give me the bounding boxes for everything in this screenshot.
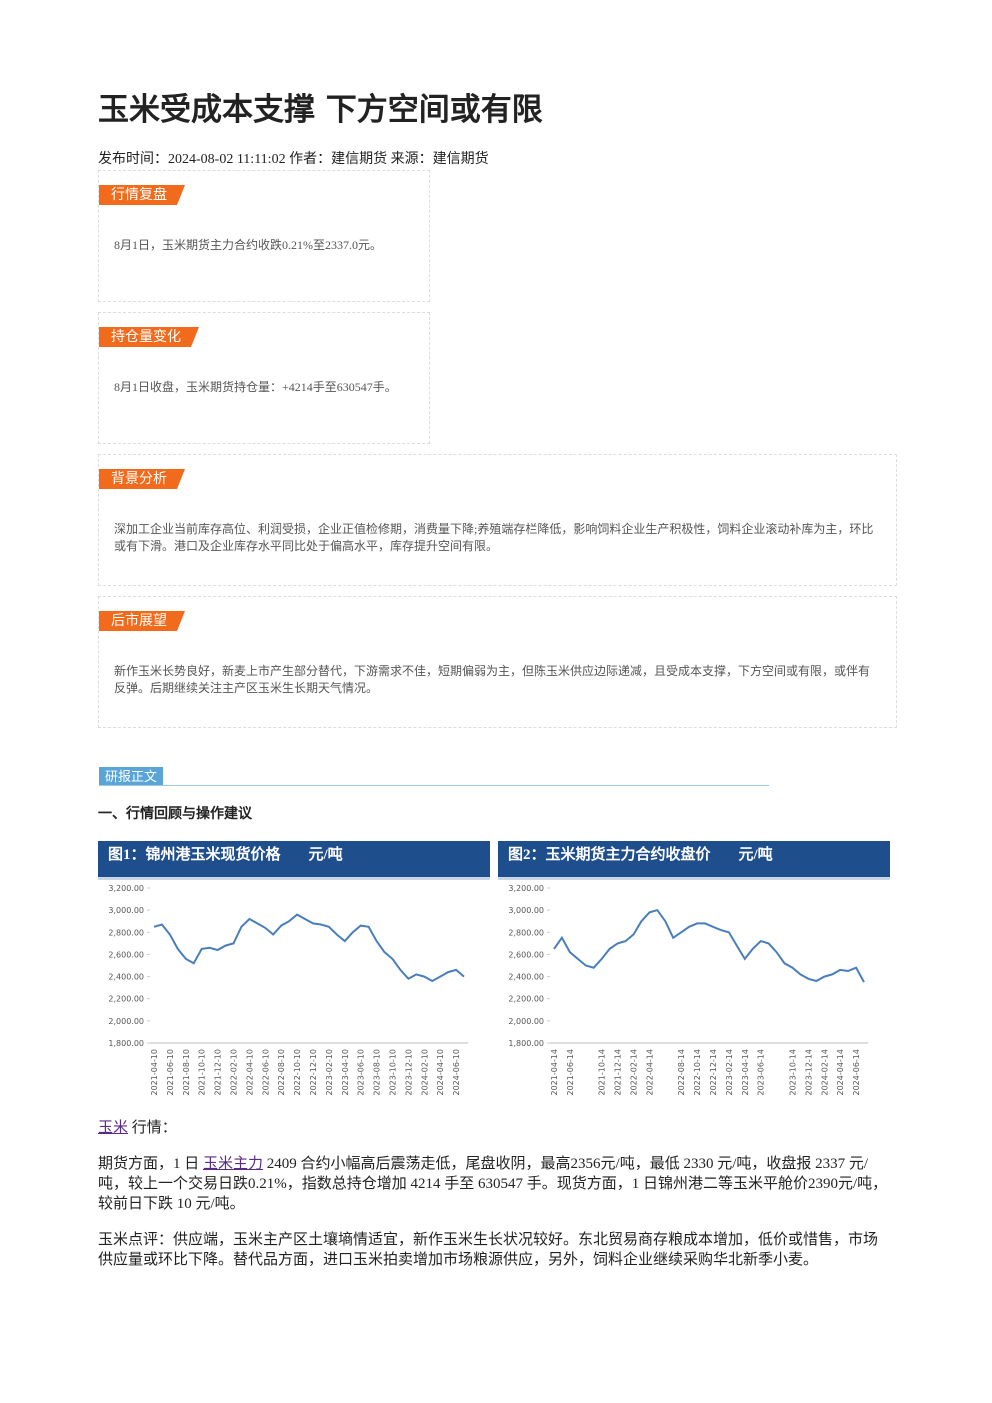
section-text: 新作玉米长势良好，新麦上市产生部分替代，下游需求不佳，短期偏弱为主，但陈玉米供应… <box>114 664 871 695</box>
x-tick-label: 2023-10-10 <box>388 1049 397 1096</box>
y-tick-label: 3,000.00 <box>108 906 144 915</box>
link[interactable]: 玉米主力 <box>203 1156 264 1172</box>
text: 玉米点评：供应端，玉米主产区土壤墒情适宜，新作玉米生长状况较好。东北贸易商存粮成… <box>98 1232 879 1268</box>
text: 期货方面，1 日 <box>98 1156 204 1172</box>
y-tick-label: 3,200.00 <box>508 884 544 893</box>
chart-header: 图1：锦州港玉米现货价格 元/吨 <box>98 841 490 880</box>
line <box>553 908 865 983</box>
x-tick-label: 2023-04-14 <box>741 1049 750 1096</box>
chart-header: 图2：玉米期货主力合约收盘价 元/吨 <box>498 841 890 880</box>
line <box>153 913 465 983</box>
x-tick-label: 2023-06-14 <box>757 1049 766 1096</box>
x-tick-label: 2022-10-10 <box>293 1049 302 1096</box>
y-tick-label: 1,800.00 <box>508 1039 544 1048</box>
section-label: 行情复盘 <box>99 185 185 205</box>
paragraph: 玉米点评：供应端，玉米主产区土壤墒情适宜，新作玉米生长状况较好。东北贸易商存粮成… <box>98 1230 888 1270</box>
y-tick-label: 2,600.00 <box>108 950 144 959</box>
report-label: 研报正文 <box>99 767 164 786</box>
y-tick-label: 2,400.00 <box>108 973 144 982</box>
x-tick-label: 2023-12-10 <box>404 1049 413 1096</box>
x-tick-label: 2023-04-10 <box>341 1049 350 1096</box>
plot: 1,800.00 2,000.00 2,200.00 2,400.00 2,600.00… <box>508 884 868 1096</box>
y-tick-label: 2,800.00 <box>108 928 144 937</box>
x-tick-label: 2022-12-10 <box>309 1049 318 1096</box>
x-tick-label: 2024-02-14 <box>820 1049 829 1096</box>
x-tick-label: 2022-08-10 <box>277 1049 286 1096</box>
x-tick-label: 2022-02-14 <box>629 1049 638 1096</box>
x-tick-label: 2022-12-14 <box>709 1049 718 1096</box>
x-tick-label: 2024-02-10 <box>420 1049 429 1096</box>
x-tick-label: 2021-06-10 <box>166 1049 175 1096</box>
y-tick-label: 3,200.00 <box>108 884 144 893</box>
x-tick-label: 2021-10-14 <box>598 1049 607 1096</box>
x-tick-label: 2022-04-14 <box>645 1049 654 1096</box>
divider <box>99 785 769 786</box>
chart-title: 图2：玉米期货主力合约收盘价 <box>508 847 711 863</box>
y-tick-label: 2,200.00 <box>508 995 544 1004</box>
section-box: 背景分析 深加工企业当前库存高位、利润受损，企业正值检修期，消费量下降;养殖端存… <box>98 454 897 586</box>
y-tick-label: 2,200.00 <box>108 995 144 1004</box>
chart: 图2：玉米期货主力合约收盘价 元/吨 1,800.00 2,000.00 2,200.… <box>498 841 890 1101</box>
x-tick-label: 2023-12-14 <box>804 1049 813 1096</box>
x-tick-label: 2024-04-10 <box>436 1049 445 1096</box>
x-tick-label: 2023-10-14 <box>788 1049 797 1096</box>
chart-title: 图1：锦州港玉米现货价格 <box>108 847 281 863</box>
x-tick-label: 2021-08-10 <box>182 1049 191 1096</box>
x-tick-label: 2022-08-14 <box>677 1049 686 1096</box>
x-tick-label: 2023-02-10 <box>325 1049 334 1096</box>
x-tick-label: 2021-04-14 <box>550 1049 559 1096</box>
section-box: 后市展望 新作玉米长势良好，新麦上市产生部分替代，下游需求不佳，短期偏弱为主，但… <box>98 596 897 728</box>
x-tick-label: 2021-10-10 <box>198 1049 207 1096</box>
y-tick-label: 2,600.00 <box>508 950 544 959</box>
text: 2409 合约小幅高后震荡走低，尾盘收阴，最高2356元/吨，最低 2330 元… <box>98 1156 888 1212</box>
chart-unit: 元/吨 <box>308 847 343 863</box>
section-box: 行情复盘 8月1日，玉米期货主力合约收跌0.21%至2337.0元。 <box>98 170 430 302</box>
x-tick-label: 2024-06-10 <box>452 1049 461 1096</box>
y-tick-label: 2,800.00 <box>508 928 544 937</box>
x-tick-label: 2021-12-14 <box>614 1049 623 1096</box>
x-tick-label: 2021-06-14 <box>566 1049 575 1096</box>
text: 行情： <box>131 1120 177 1136</box>
chart-unit: 元/吨 <box>738 847 773 863</box>
heading: 一、行情回顾与操作建议 <box>98 806 252 822</box>
section-label: 背景分析 <box>99 469 185 489</box>
title: 玉米受成本支撑 下方空间或有限 <box>98 92 543 128</box>
y-tick-label: 2,000.00 <box>108 1017 144 1026</box>
chart: 图1：锦州港玉米现货价格 元/吨 1,800.00 2,000.00 2,200.00… <box>98 841 490 1101</box>
x-tick-label: 2023-06-10 <box>357 1049 366 1096</box>
x-tick-label: 2022-10-14 <box>693 1049 702 1096</box>
paragraph: 玉米 行情： <box>98 1118 888 1138</box>
x-tick-label: 2022-04-10 <box>245 1049 254 1096</box>
section-text: 8月1日，玉米期货主力合约收跌0.21%至2337.0元。 <box>114 238 382 252</box>
section-label: 持仓量变化 <box>99 327 199 347</box>
section-label: 后市展望 <box>99 611 185 631</box>
x-tick-label: 2021-04-10 <box>150 1049 159 1096</box>
x-tick-label: 2021-12-10 <box>214 1049 223 1096</box>
x-tick-label: 2024-06-14 <box>852 1049 861 1096</box>
y-tick-label: 2,000.00 <box>508 1017 544 1026</box>
y-tick-label: 1,800.00 <box>108 1039 144 1048</box>
paragraph: 期货方面，1 日 玉米主力 2409 合约小幅高后震荡走低，尾盘收阴，最高235… <box>98 1154 888 1214</box>
y-tick-label: 3,000.00 <box>508 906 544 915</box>
x-tick-label: 2024-04-14 <box>836 1049 845 1096</box>
meta: 发布时间：2024-08-02 11:11:02 作者：建信期货 来源：建信期货 <box>98 152 489 167</box>
x-tick-label: 2023-08-10 <box>373 1049 382 1096</box>
x-tick-label: 2022-02-10 <box>229 1049 238 1096</box>
section-box: 持仓量变化 8月1日收盘，玉米期货持仓量：+4214手至630547手。 <box>98 312 430 444</box>
x-tick-label: 2023-02-14 <box>725 1049 734 1096</box>
section-text: 深加工企业当前库存高位、利润受损，企业正值检修期，消费量下降;养殖端存栏降低，影… <box>114 522 874 553</box>
y-tick-label: 2,400.00 <box>508 973 544 982</box>
x-tick-label: 2022-06-10 <box>261 1049 270 1096</box>
section-text: 8月1日收盘，玉米期货持仓量：+4214手至630547手。 <box>114 380 397 394</box>
plot: 1,800.00 2,000.00 2,200.00 2,400.00 2,600.00… <box>108 884 468 1096</box>
link[interactable]: 玉米 <box>98 1120 129 1136</box>
